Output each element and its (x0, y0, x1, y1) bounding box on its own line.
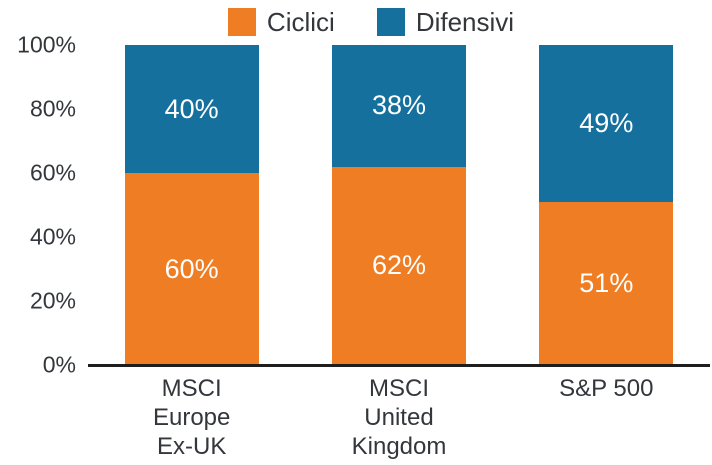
x-category-label: MSCI United Kingdom (351, 375, 447, 460)
bar-value-label: 38% (371, 90, 426, 121)
stacked-bar: 60% 40% (124, 45, 259, 365)
bar-column: 62% 38% (295, 45, 502, 365)
legend-label: Difensivi (415, 7, 515, 37)
bar-value-label: 49% (579, 107, 634, 138)
y-tick-label: 0% (42, 351, 76, 378)
stacked-bar: 51% 49% (539, 45, 674, 365)
bar-value-label: 62% (371, 250, 426, 281)
legend-item-difensivi: Difensivi (376, 7, 515, 37)
bar-segment-ciclici: 60% (124, 173, 259, 365)
bar-segment-difensivi: 49% (539, 45, 674, 202)
y-tick-label: 80% (29, 95, 76, 122)
y-axis: 0% 20% 40% 60% 80% 100% (0, 0, 76, 465)
bar-value-label: 51% (579, 267, 634, 298)
bar-column: 60% 40% (88, 45, 295, 365)
x-category-label: MSCI Europe Ex-UK (152, 375, 231, 460)
y-tick-label: 60% (29, 159, 76, 186)
y-tick-label: 40% (29, 223, 76, 250)
stacked-bar: 62% 38% (331, 45, 466, 365)
legend-item-ciclici: Ciclici (227, 7, 335, 37)
legend: Ciclici Difensivi (30, 8, 712, 36)
bar-value-label: 60% (164, 253, 219, 284)
bar-segment-difensivi: 40% (124, 45, 259, 173)
legend-label: Ciclici (266, 7, 335, 37)
x-category-label: S&P 500 (559, 375, 654, 402)
x-axis-labels: MSCI Europe Ex-UK MSCI United Kingdom S&P 500 (88, 374, 710, 461)
bar-column: 51% 49% (503, 45, 710, 365)
legend-swatch-icon (376, 8, 405, 36)
bar-segment-ciclici: 62% (331, 166, 466, 365)
bar-segment-difensivi: 38% (331, 45, 466, 167)
y-tick-label: 20% (29, 287, 76, 314)
bar-segment-ciclici: 51% (539, 201, 674, 365)
plot-area: 60% 40% 62% 38% 51% 49% (88, 45, 710, 365)
y-tick-label: 100% (17, 31, 76, 58)
x-axis-line (88, 364, 710, 367)
legend-swatch-icon (227, 8, 256, 36)
bar-value-label: 40% (164, 93, 219, 124)
